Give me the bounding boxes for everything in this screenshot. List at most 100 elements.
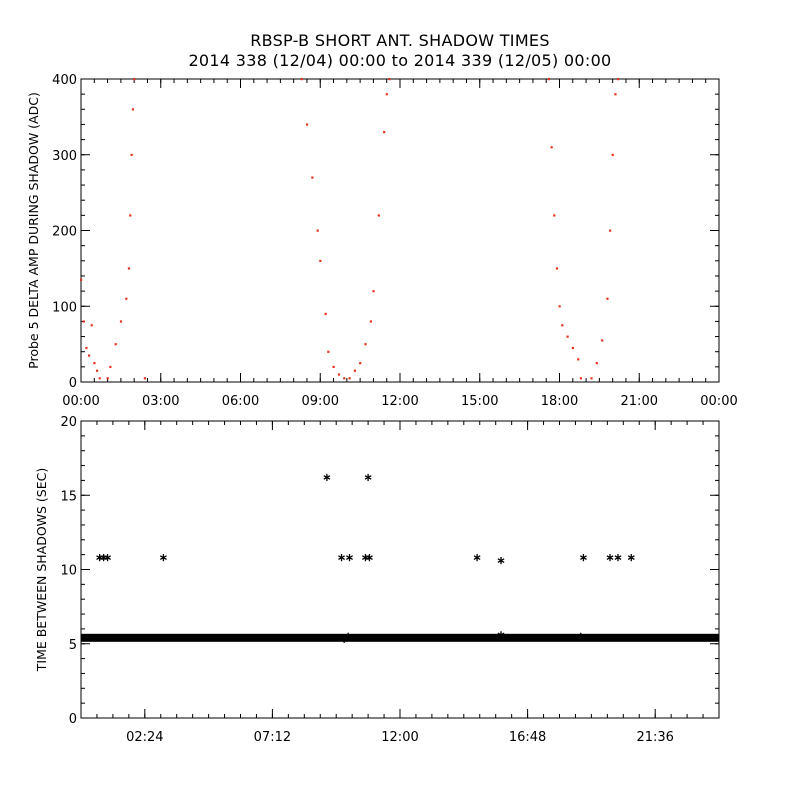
red-data-point	[555, 267, 559, 270]
y-tick-label: 15	[60, 489, 77, 504]
asterisk-point	[365, 554, 373, 562]
y-axis-title: TIME BETWEEN SHADOWS (SEC)	[34, 468, 49, 673]
red-data-point	[611, 153, 614, 156]
red-data-point	[125, 297, 128, 300]
red-data-point	[133, 78, 136, 81]
red-data-point	[319, 259, 322, 262]
asterisk-point	[100, 554, 108, 562]
red-data-point	[601, 339, 604, 342]
red-data-point	[359, 362, 362, 365]
asterisk-point	[473, 554, 481, 562]
red-data-point	[388, 78, 391, 81]
y-tick-label: 0	[69, 712, 77, 727]
red-data-point	[305, 123, 309, 126]
red-data-point	[114, 343, 117, 346]
red-data-point	[558, 305, 561, 308]
red-data-point	[337, 373, 341, 376]
red-data-point	[353, 369, 357, 372]
red-data-point	[311, 176, 314, 179]
x-tick-label: 03:00	[142, 394, 179, 409]
x-tick-label: 12:00	[381, 394, 418, 409]
x-tick-label: 00:00	[700, 394, 737, 409]
asterisk-stroke	[497, 632, 505, 638]
red-data-point	[129, 214, 132, 217]
red-data-point	[80, 278, 83, 281]
x-tick-label: 07:12	[254, 730, 291, 745]
x-tick-label: 15:00	[461, 394, 498, 409]
red-data-point	[364, 343, 367, 346]
x-tick-label: 21:36	[636, 730, 673, 745]
red-data-point	[324, 312, 327, 316]
red-data-point	[90, 324, 93, 327]
asterisk-point	[96, 554, 104, 562]
asterisk-point	[606, 554, 614, 562]
y-tick-label: 5	[69, 638, 77, 653]
chart-title-line-2: 2014 338 (12/04) 00:00 to 2014 339 (12/0…	[188, 51, 612, 70]
y-tick-label: 0	[69, 376, 77, 391]
red-data-point	[127, 267, 131, 270]
red-data-point	[143, 377, 146, 380]
asterisk-stroke	[159, 555, 167, 560]
red-data-point	[106, 377, 109, 380]
red-data-point	[109, 365, 112, 369]
asterisk-point	[159, 554, 167, 562]
plot-frame	[80, 420, 720, 719]
red-data-point	[98, 377, 101, 380]
red-data-point	[553, 214, 556, 217]
red-data-point	[579, 377, 582, 380]
red-data-point	[316, 229, 319, 232]
asterisk-point	[497, 631, 505, 639]
asterisk-stroke	[577, 633, 585, 639]
y-tick-label: 300	[52, 149, 77, 164]
asterisk-stroke	[606, 555, 614, 560]
asterisk-stroke	[346, 555, 353, 560]
red-data-point	[372, 290, 375, 293]
red-data-point	[577, 358, 580, 361]
asterisk-stroke	[579, 555, 587, 560]
y-axis-title: Probe 5 DELTA AMP DURING SHADOW (ADC)	[26, 92, 41, 369]
asterisk-point	[497, 556, 505, 565]
red-data-point	[606, 297, 609, 300]
asterisk-stroke	[323, 475, 331, 480]
y-tick-label: 100	[52, 300, 77, 315]
asterisk-point	[346, 554, 353, 562]
red-data-point	[343, 377, 346, 380]
red-data-point	[609, 229, 612, 232]
panel-probe-amplitude: 00:00 03:00 06:00 09:00 12:00 15:00 18:00 21:00…	[26, 73, 738, 409]
asterisk-point	[614, 554, 622, 562]
red-data-point	[561, 324, 564, 327]
red-data-point	[327, 350, 330, 353]
asterisk-point	[323, 473, 331, 482]
asterisk-point	[338, 554, 345, 562]
red-data-point	[131, 108, 135, 111]
x-tick-label: 00:00	[62, 394, 99, 409]
asterisk-stroke	[473, 555, 481, 560]
asterisk-stroke	[338, 555, 345, 560]
red-data-point	[85, 346, 88, 350]
red-data-point	[377, 214, 380, 217]
asterisk-stroke	[497, 558, 505, 563]
red-data-point	[383, 131, 386, 134]
x-tick-label: 06:00	[222, 394, 259, 409]
red-data-point	[93, 362, 96, 365]
red-data-point	[87, 354, 91, 357]
asterisk-stroke	[104, 555, 112, 560]
red-data-point	[369, 320, 372, 323]
chart-title-line-1: RBSP-B SHORT ANT. SHADOW TIMES	[250, 31, 550, 50]
red-data-point	[614, 93, 617, 96]
red-data-point	[82, 320, 85, 323]
red-data-point	[566, 335, 569, 338]
plot-frame	[80, 78, 720, 383]
asterisk-stroke	[344, 633, 352, 639]
red-data-point	[130, 153, 133, 156]
red-data-point	[547, 78, 551, 81]
x-tick-label: 21:00	[621, 394, 658, 409]
asterisk-stroke	[627, 555, 635, 560]
red-data-point	[385, 93, 388, 96]
red-data-point	[332, 365, 335, 369]
asterisk-stroke	[365, 555, 373, 560]
y-tick-label: 10	[60, 564, 77, 579]
x-tick-label: 18:00	[541, 394, 578, 409]
asterisk-stroke	[340, 636, 348, 642]
